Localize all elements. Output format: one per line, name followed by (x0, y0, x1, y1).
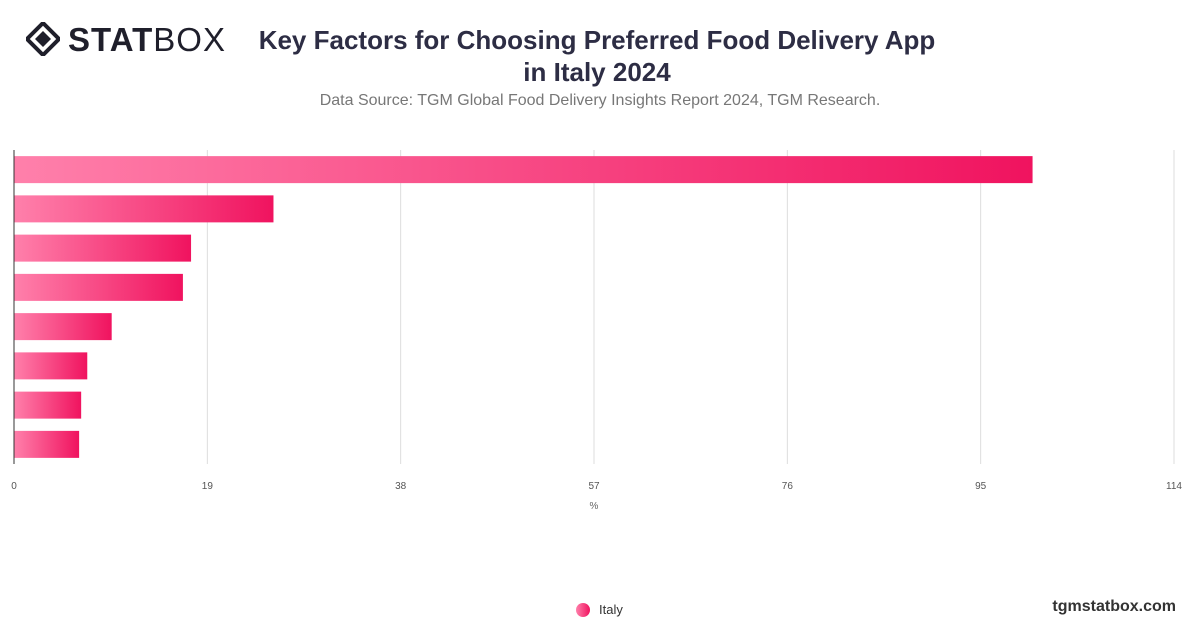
legend[interactable]: Italy (576, 602, 623, 617)
x-tick-label: 114 (1166, 481, 1182, 492)
bar (14, 234, 192, 262)
chart-subtitle: Data Source: TGM Global Food Delivery In… (319, 92, 881, 109)
legend-label: Italy (599, 602, 623, 617)
x-tick-label: 19 (202, 481, 214, 492)
chart-title-line2: in Italy 2024 (523, 57, 671, 87)
logo-light-text: BOX (153, 20, 226, 58)
x-tick-label: 38 (395, 481, 407, 492)
statbox-logo: STATBOX (26, 22, 226, 56)
bar (14, 195, 274, 223)
chart-title-line1: Key Factors for Choosing Preferred Food … (258, 25, 936, 55)
bar (14, 313, 112, 341)
chart-title: Key Factors for Choosing Preferred Food … (240, 24, 954, 88)
legend-marker (576, 602, 590, 617)
bar (14, 391, 82, 419)
logo-wordmark: STATBOX (68, 23, 226, 56)
x-tick-label: 0 (11, 481, 17, 492)
bar (14, 273, 183, 301)
logo-bold-text: STAT (68, 20, 154, 58)
x-axis-title: % (590, 501, 599, 512)
statbox-diamond-icon (26, 22, 60, 56)
bar (14, 430, 80, 458)
x-tick-label: 76 (782, 481, 794, 492)
bar (14, 352, 88, 380)
x-tick-label: 57 (588, 481, 600, 492)
x-tick-label: 95 (975, 481, 987, 492)
website-link[interactable]: tgmstatbox.com (1052, 598, 1176, 615)
bar (14, 156, 1033, 184)
